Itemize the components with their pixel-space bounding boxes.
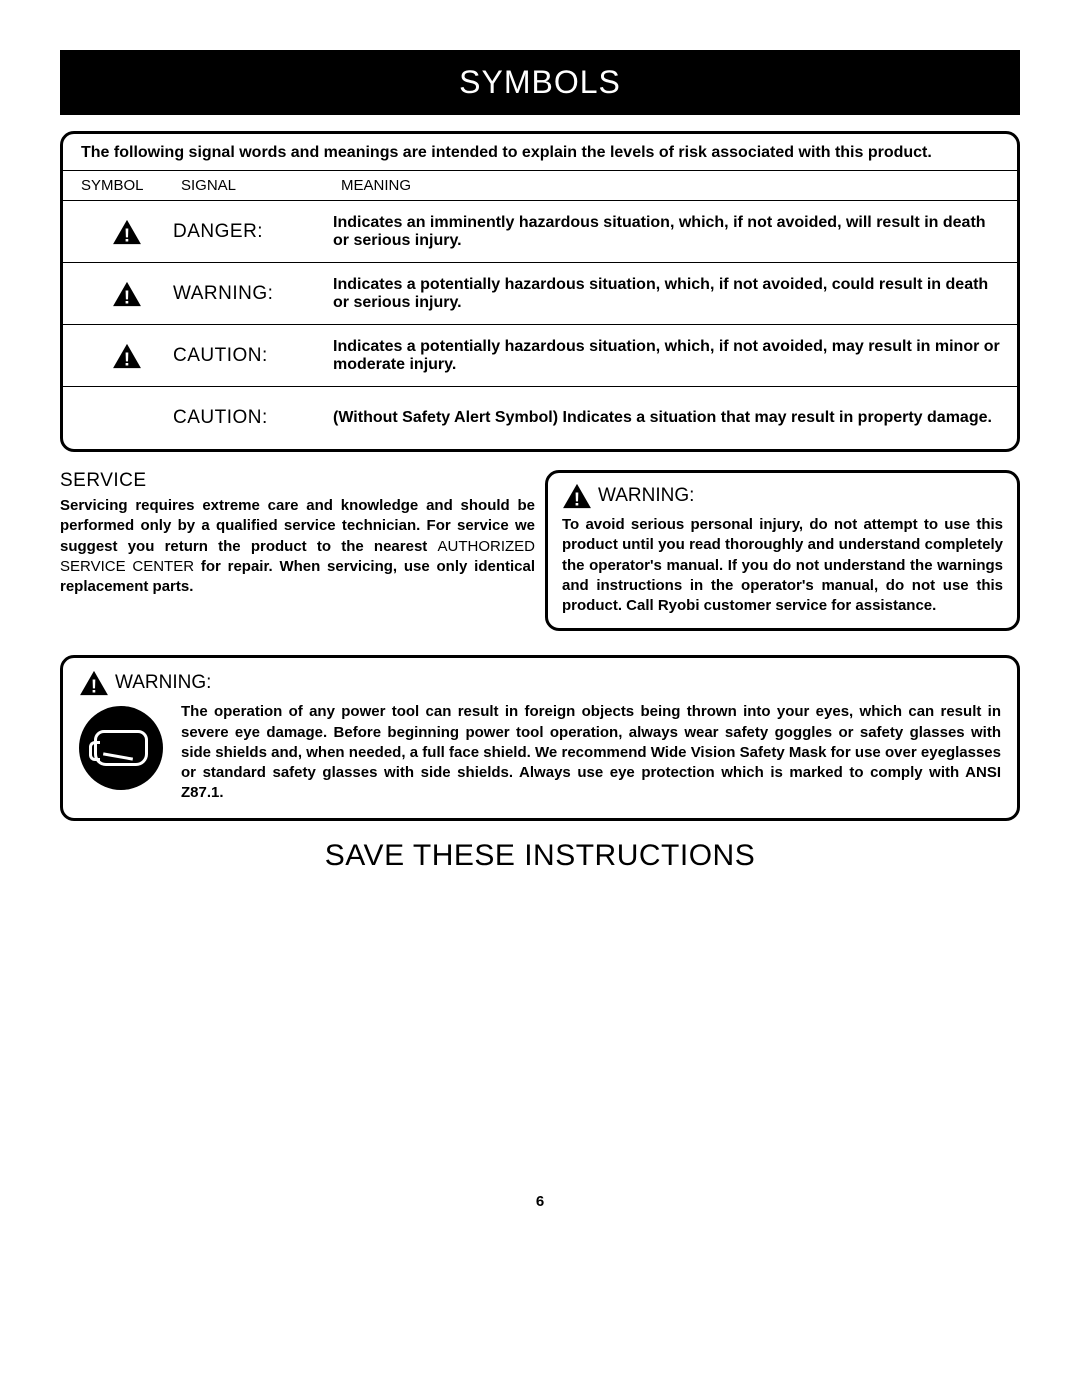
table-row: ! DANGER:Indicates an imminently hazardou… bbox=[63, 201, 1017, 263]
svg-text:!: ! bbox=[574, 488, 580, 509]
table-intro: The following signal words and meanings … bbox=[63, 134, 1017, 170]
row-signal-cell: CAUTION: bbox=[173, 345, 333, 367]
row-meaning-cell: Indicates a potentially hazardous situat… bbox=[333, 276, 1017, 312]
table-row: ! WARNING:Indicates a potentially hazardo… bbox=[63, 263, 1017, 325]
header-signal: SIGNAL bbox=[173, 171, 333, 200]
service-heading: SERVICE bbox=[60, 470, 535, 492]
row-meaning-cell: Indicates a potentially hazardous situat… bbox=[333, 338, 1017, 374]
alert-triangle-icon: ! bbox=[112, 219, 142, 245]
svg-text:!: ! bbox=[124, 286, 130, 307]
warning-box-title: WARNING: bbox=[598, 485, 694, 507]
wide-warning-text: The operation of any power tool can resu… bbox=[181, 702, 1001, 803]
row-signal-cell: CAUTION: bbox=[173, 407, 333, 429]
warning-box-title-row: ! WARNING: bbox=[562, 483, 1003, 509]
row-symbol-cell: ! bbox=[63, 219, 173, 245]
table-row: ! CAUTION:Indicates a potentially hazardo… bbox=[63, 325, 1017, 387]
table-header-row: SYMBOL SIGNAL MEANING bbox=[63, 170, 1017, 201]
signal-words-table: The following signal words and meanings … bbox=[60, 131, 1020, 452]
warning-box: ! WARNING: To avoid serious personal inj… bbox=[545, 470, 1020, 631]
alert-triangle-icon: ! bbox=[79, 670, 109, 696]
row-symbol-cell: ! bbox=[63, 343, 173, 369]
header-symbol: SYMBOL bbox=[63, 171, 173, 200]
row-symbol-cell: ! bbox=[63, 281, 173, 307]
service-text: Servicing requires extreme care and know… bbox=[60, 496, 535, 597]
row-meaning-cell: (Without Safety Alert Symbol) Indicates … bbox=[333, 409, 1017, 427]
svg-text:!: ! bbox=[91, 676, 97, 697]
page-number: 6 bbox=[60, 1193, 1020, 1210]
save-instructions: SAVE THESE INSTRUCTIONS bbox=[60, 839, 1020, 873]
table-row: CAUTION:(Without Safety Alert Symbol) In… bbox=[63, 387, 1017, 449]
alert-triangle-icon: ! bbox=[112, 281, 142, 307]
svg-text:!: ! bbox=[124, 224, 130, 245]
eye-protection-warning-box: ! WARNING: The operation of any power to… bbox=[60, 655, 1020, 820]
page-banner: SYMBOLS bbox=[60, 50, 1020, 115]
warning-box-text: To avoid serious personal injury, do not… bbox=[562, 515, 1003, 616]
row-signal-cell: WARNING: bbox=[173, 283, 333, 305]
safety-goggles-icon bbox=[79, 706, 163, 790]
header-meaning: MEANING bbox=[333, 171, 1017, 200]
wide-warning-title: WARNING: bbox=[115, 672, 211, 694]
row-signal-cell: DANGER: bbox=[173, 221, 333, 243]
svg-text:!: ! bbox=[124, 348, 130, 369]
row-meaning-cell: Indicates an imminently hazardous situat… bbox=[333, 214, 1017, 250]
alert-triangle-icon: ! bbox=[562, 483, 592, 509]
alert-triangle-icon: ! bbox=[112, 343, 142, 369]
wide-warning-title-row: ! WARNING: bbox=[79, 670, 1001, 696]
